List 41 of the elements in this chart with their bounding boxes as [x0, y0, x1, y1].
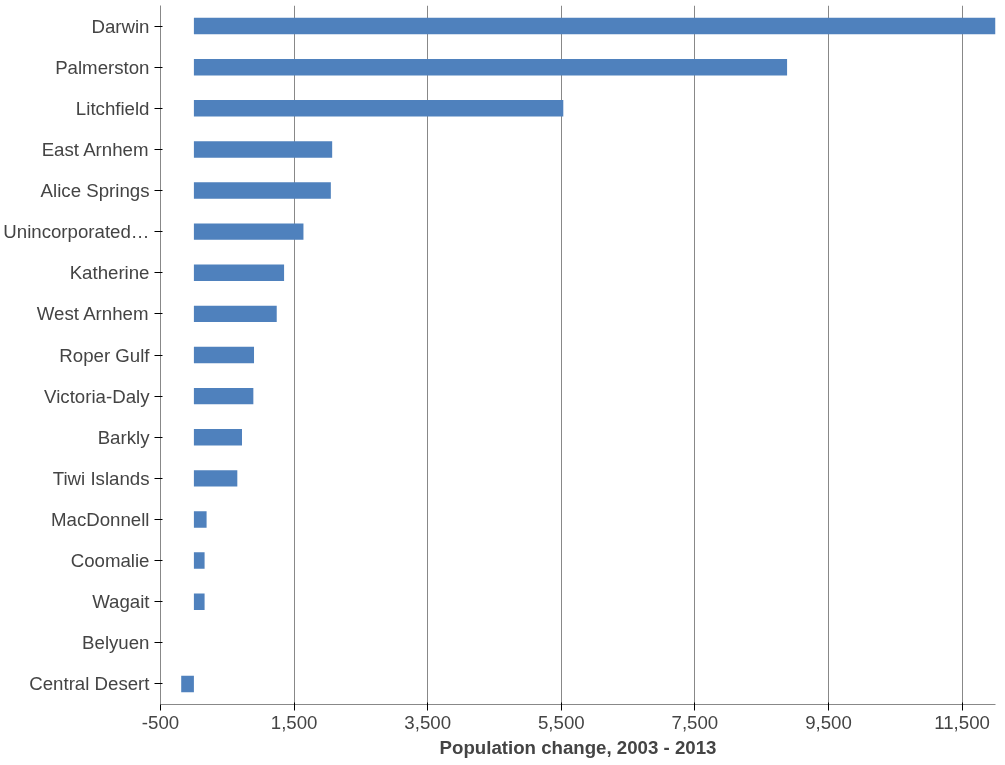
bar: [193, 223, 304, 240]
bar: [193, 593, 205, 610]
y-tick-label: Litchfield: [75, 97, 150, 119]
x-tick-label: 5,500: [537, 711, 585, 733]
y-tick-label: Victoria-Daly: [44, 385, 151, 407]
y-tick-label: Barkly: [97, 426, 151, 448]
y-tick-label: East Arnhem: [41, 138, 149, 160]
bar: [193, 305, 277, 323]
bar: [193, 387, 254, 405]
x-axis-title: Population change, 2003 - 2013: [439, 736, 717, 758]
bar: [181, 675, 194, 693]
y-tick-label: Belyuen: [82, 632, 150, 654]
bar: [193, 100, 564, 117]
y-tick-label: Coomalie: [70, 550, 150, 572]
x-tick-label: 1,500: [270, 711, 318, 733]
y-tick-label: Wagait: [92, 591, 151, 613]
bar: [193, 429, 242, 446]
y-tick-label: Tiwi Islands: [52, 467, 150, 489]
bar: [193, 346, 255, 364]
y-tick-label: Roper Gulf: [59, 344, 151, 366]
y-tick-label: West Arnhem: [36, 303, 149, 325]
y-tick-label: Central Desert: [29, 673, 151, 695]
y-tick-label: MacDonnell: [50, 508, 150, 530]
bar: [193, 511, 207, 528]
bar: [193, 470, 238, 487]
y-tick-label: Darwin: [91, 15, 150, 37]
bar: [193, 141, 333, 158]
x-tick-label: 11,500: [934, 711, 990, 733]
bar: [193, 552, 205, 569]
y-tick-label: Unincorporated…: [3, 221, 150, 243]
y-tick-label: Katherine: [69, 262, 150, 284]
x-tick-label: 9,500: [805, 711, 852, 733]
x-tick-label: 7,500: [671, 711, 719, 733]
y-tick-label: Alice Springs: [40, 180, 150, 202]
bar: [193, 58, 788, 76]
bar: [193, 17, 996, 35]
bar: [193, 182, 331, 199]
y-tick-label: Palmerston: [55, 56, 150, 78]
bar: [193, 264, 285, 281]
x-tick-label: -500: [141, 711, 180, 733]
x-tick-label: 3,500: [404, 711, 452, 733]
